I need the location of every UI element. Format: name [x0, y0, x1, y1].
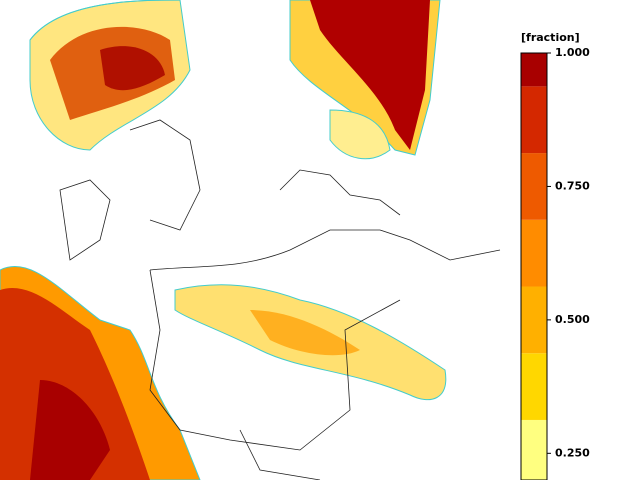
colorbar-tick-label: 0.500 [555, 313, 590, 326]
colorbar-bin [521, 153, 547, 220]
colorbar-bin [521, 86, 547, 154]
colorbar-frame [520, 52, 548, 480]
colorbar-tick-label: 0.250 [555, 446, 590, 459]
map [0, 0, 501, 480]
colorbar-bin [521, 353, 547, 420]
colorbar-bin [521, 419, 547, 480]
colorbar-bin [521, 286, 547, 354]
colorbar-tick-label: 1.000 [555, 46, 590, 59]
colorbar: [fraction] 1.000 0.750 0.500 0.250 [520, 31, 590, 480]
colorbar-bin [521, 219, 547, 287]
colorbar-title: [fraction] [521, 31, 580, 44]
colorbar-tick-label: 0.750 [555, 179, 590, 192]
colorbar-bin [521, 53, 547, 87]
